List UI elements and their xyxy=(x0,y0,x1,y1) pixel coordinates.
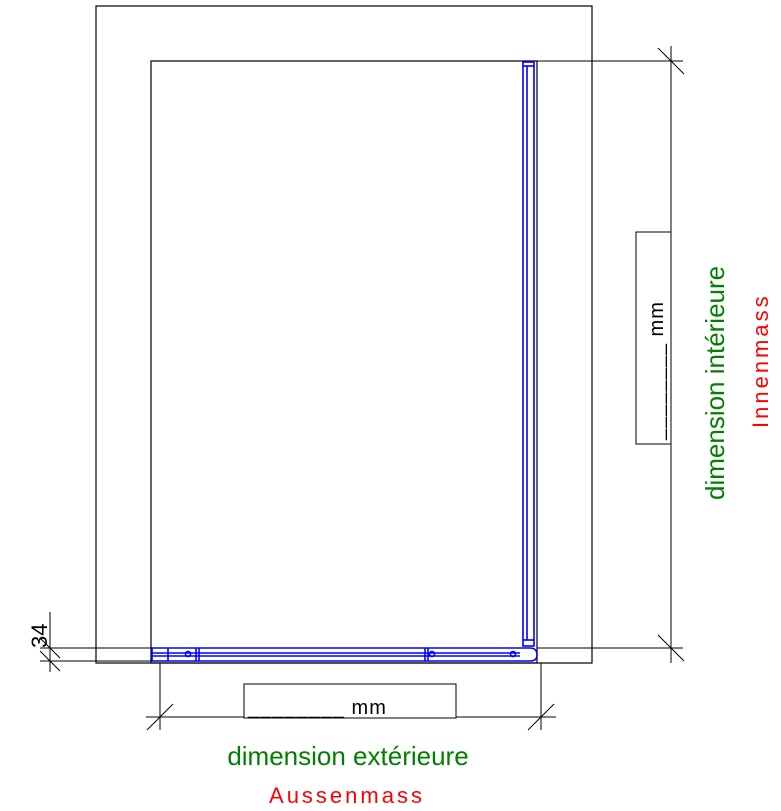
screw-icon xyxy=(428,650,436,658)
exterior-field: ________ mm xyxy=(247,697,387,719)
bottom-profile xyxy=(151,647,538,662)
screw-icon xyxy=(509,650,517,658)
interior-label-de: Innenmass xyxy=(748,293,773,428)
exterior-label-fr: dimension extérieure xyxy=(227,741,468,771)
exterior-label-de: Aussenmass xyxy=(269,783,425,808)
gap-value: 34 xyxy=(27,624,52,648)
exterior-field-box xyxy=(243,683,457,719)
interior-field: ________ mm xyxy=(646,301,668,441)
gap-dimension-line xyxy=(39,612,152,672)
vertical-profile xyxy=(522,61,535,647)
interior-label-fr: dimension intérieure xyxy=(700,266,730,500)
inner-opening xyxy=(150,60,538,664)
screw-icon xyxy=(184,650,192,658)
interior-field-box xyxy=(635,231,672,445)
outer-frame xyxy=(95,5,593,664)
